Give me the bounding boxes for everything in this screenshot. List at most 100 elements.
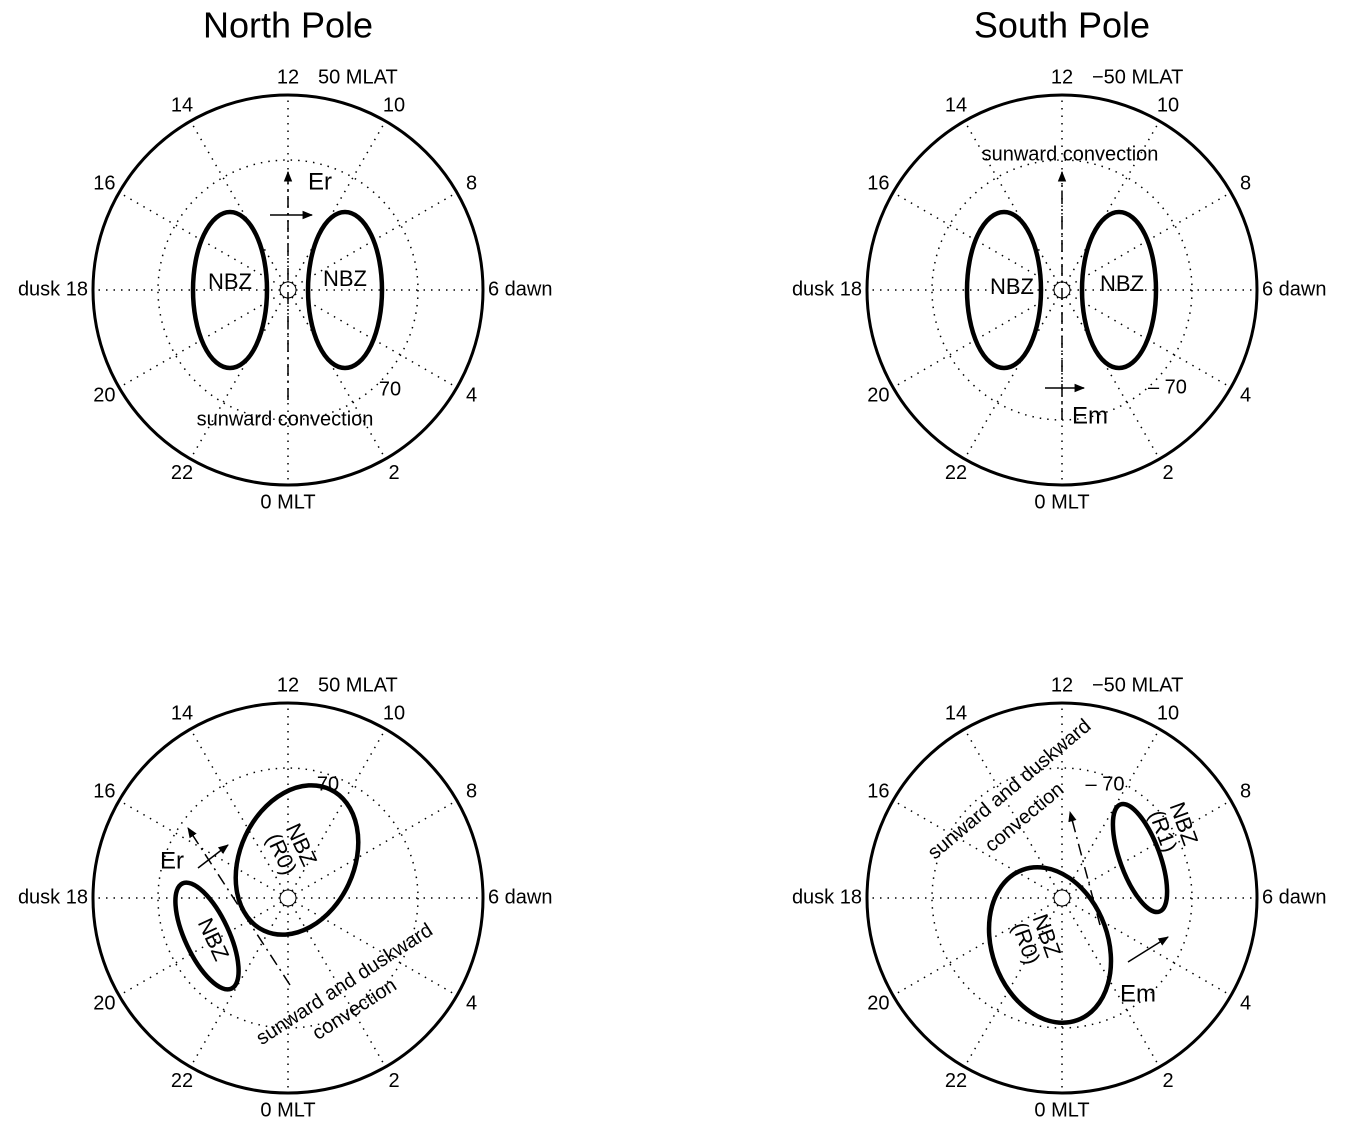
mlat-label: 50 MLAT xyxy=(318,66,398,88)
title: North Pole xyxy=(203,5,373,46)
mlt-grid-line xyxy=(291,120,387,284)
mlt-label: 4 xyxy=(1240,992,1251,1014)
convection-label: sunward convection xyxy=(982,143,1159,165)
mlt-grid-line xyxy=(892,191,1056,287)
lat-grid-circle xyxy=(157,159,419,421)
mlt-grid-line xyxy=(118,799,282,895)
mlt-grid-line xyxy=(291,904,387,1068)
mlat-label: −50 MLAT xyxy=(1092,66,1183,88)
mlt-label: 0 MLT xyxy=(1034,491,1089,513)
field-arrow xyxy=(197,844,229,869)
mlt-grid-line xyxy=(189,728,285,892)
mlt-label: dusk 18 xyxy=(792,886,862,908)
mlt-label: 20 xyxy=(867,992,889,1014)
mlt-label: 10 xyxy=(383,95,405,117)
mlt-label: 2 xyxy=(388,1070,399,1092)
mlt-label: 16 xyxy=(867,780,889,802)
field-label: Er xyxy=(160,847,184,874)
nbz-region xyxy=(233,783,361,937)
nbz-region xyxy=(1079,209,1159,371)
mlt-label: 6 dawn xyxy=(488,278,553,300)
mlt-label: dusk 18 xyxy=(18,278,88,300)
mlt-grid-line xyxy=(892,799,1056,895)
nbz-region xyxy=(173,880,241,992)
lat-label: 70 xyxy=(379,378,401,400)
field-arrow xyxy=(1127,936,1169,963)
mlt-grid-line xyxy=(118,293,282,389)
mlt-label: 10 xyxy=(383,703,405,725)
mlt-grid-line xyxy=(189,120,285,284)
mlt-label: 22 xyxy=(171,1070,193,1092)
polar-panel: 12 10 8 6 dawn 4 2 0 MLT 22 20 dusk 18 16 14 −50 MLA… xyxy=(792,674,1327,1121)
mlt-grid-line xyxy=(963,120,1059,284)
boundary-circle xyxy=(865,701,1259,1095)
mlt-label: 2 xyxy=(1162,462,1173,484)
mlt-grid-line xyxy=(963,904,1059,1068)
mlt-label: 20 xyxy=(93,384,115,406)
boundary-circle xyxy=(865,93,1259,487)
lat-grid-circle xyxy=(931,767,1193,1029)
nbz-region xyxy=(190,209,270,371)
mlt-label: 8 xyxy=(1240,172,1251,194)
mlt-grid-line xyxy=(1065,904,1161,1068)
zone-label: NBZ xyxy=(323,266,367,291)
zone-label: NBZ xyxy=(990,274,1034,299)
mlt-label: 10 xyxy=(1157,703,1179,725)
field-label: Er xyxy=(308,168,332,195)
mlt-label: 8 xyxy=(1240,780,1251,802)
mlt-label: 14 xyxy=(945,95,967,117)
lat-label: – 70 xyxy=(1086,773,1125,795)
mlt-grid-line xyxy=(291,296,387,460)
mlt-label: 12 xyxy=(1051,674,1073,696)
boundary-circle xyxy=(91,701,485,1095)
lat-label: – 70 xyxy=(1148,376,1187,398)
mlt-label: 14 xyxy=(171,703,193,725)
mlt-grid-line xyxy=(1065,120,1161,284)
mlt-label: 4 xyxy=(466,992,477,1014)
mlt-label: 22 xyxy=(945,462,967,484)
mlt-grid-line xyxy=(963,728,1059,892)
mlt-label: 20 xyxy=(867,384,889,406)
mlt-label: 14 xyxy=(171,95,193,117)
mlt-grid-line xyxy=(892,901,1056,997)
mlt-label: 0 MLT xyxy=(260,1099,315,1121)
polar-panel: 12 10 8 6 dawn 4 2 0 MLT 22 20 dusk 18 16 14 50 MLAT… xyxy=(18,66,553,513)
mlt-grid-line xyxy=(294,799,458,895)
mlat-label: −50 MLAT xyxy=(1092,674,1183,696)
zone-label: NBZ xyxy=(193,914,234,964)
mlt-label: 22 xyxy=(171,462,193,484)
mlt-label: 16 xyxy=(93,172,115,194)
mlt-grid-line xyxy=(1068,293,1232,389)
zone-label: NBZ xyxy=(208,269,252,294)
field-arrow xyxy=(1068,810,1101,926)
mlat-label: 50 MLAT xyxy=(318,674,398,696)
mlt-grid-line xyxy=(291,728,387,892)
mlt-label: 2 xyxy=(1162,1070,1173,1092)
mlt-label: dusk 18 xyxy=(18,886,88,908)
mlt-grid-line xyxy=(1068,799,1232,895)
mlt-label: 12 xyxy=(1051,66,1073,88)
mlt-grid-line xyxy=(1068,191,1232,287)
mlt-label: 6 dawn xyxy=(1262,886,1327,908)
mlt-label: 6 dawn xyxy=(488,886,553,908)
field-label: Em xyxy=(1072,402,1108,429)
mlt-label: 22 xyxy=(945,1070,967,1092)
mlt-label: 8 xyxy=(466,172,477,194)
convection-label: sunward and duskward xyxy=(252,919,436,1049)
mlt-label: 4 xyxy=(466,384,477,406)
nbz-region xyxy=(964,209,1044,371)
mlt-grid-line xyxy=(892,293,1056,389)
mlt-label: 0 MLT xyxy=(260,491,315,513)
convection-label: sunward convection xyxy=(197,408,374,430)
mlt-label: 12 xyxy=(277,66,299,88)
title: South Pole xyxy=(974,5,1150,46)
lat-grid-circle xyxy=(931,159,1193,421)
mlt-grid-line xyxy=(118,191,282,287)
mlt-grid-line xyxy=(294,293,458,389)
mlt-label: 6 dawn xyxy=(1262,278,1327,300)
mlt-label: dusk 18 xyxy=(792,278,862,300)
mlt-grid-line xyxy=(1065,296,1161,460)
mlt-label: 16 xyxy=(93,780,115,802)
mlt-label: 12 xyxy=(277,674,299,696)
